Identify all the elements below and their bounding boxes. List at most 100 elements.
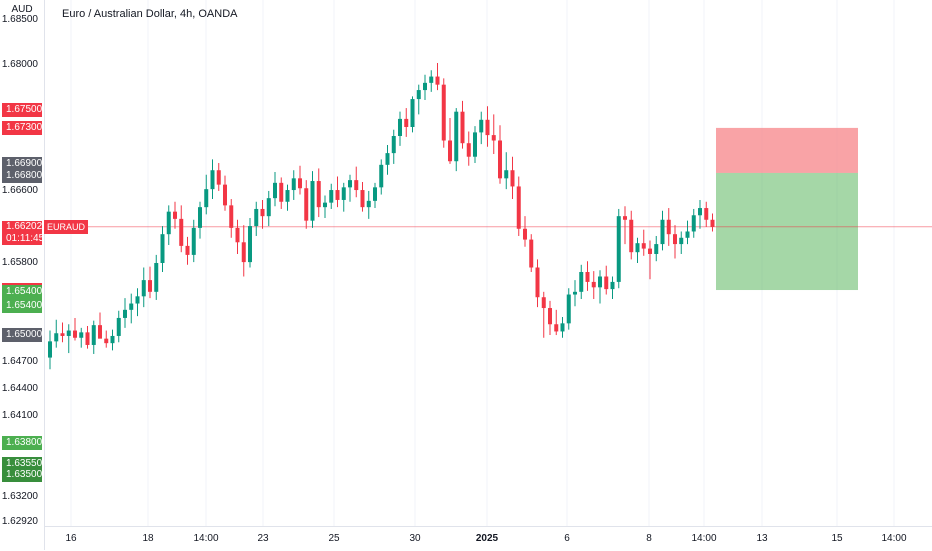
candle-body xyxy=(473,132,477,157)
candle-body xyxy=(460,111,465,144)
candle-body xyxy=(429,76,434,83)
candle-body xyxy=(248,226,252,263)
price-tick: 1.66600 xyxy=(1,184,38,196)
candle-body xyxy=(116,317,121,336)
candle-body xyxy=(648,248,652,254)
candle-body xyxy=(148,280,152,292)
candle-body xyxy=(85,332,90,345)
candle-body xyxy=(566,294,571,324)
time-tick: 15 xyxy=(831,533,843,544)
price-scale[interactable]: AUD 1.68500 1.68000 1.67500 1.66600 1.65800 1… xyxy=(0,0,45,550)
candle-body xyxy=(304,188,309,221)
candle-body xyxy=(391,136,396,154)
candle-body xyxy=(654,244,659,254)
candle-body xyxy=(98,325,102,339)
candle-body xyxy=(329,190,334,203)
price-tick: 1.64700 xyxy=(1,356,38,368)
currency-label: AUD xyxy=(11,4,33,15)
candle-body xyxy=(698,208,702,216)
time-tick: 23 xyxy=(257,533,269,544)
price-label-red: 1.67300 xyxy=(2,120,42,135)
candle-body xyxy=(254,208,259,227)
candle-body xyxy=(410,99,415,127)
candle-body xyxy=(523,228,527,240)
candle-body xyxy=(404,118,409,127)
candle-body xyxy=(204,189,209,208)
candle-body xyxy=(554,324,559,332)
candle-body xyxy=(679,237,684,245)
price-tick: 1.64100 xyxy=(1,410,38,422)
candle-body xyxy=(510,170,515,187)
time-axis[interactable]: 16 18 14:00 23 25 30 2025 6 8 14:00 13 15 14:00 xyxy=(44,526,932,551)
time-tick: 14:00 xyxy=(881,533,907,544)
price-label-gray: 1.66900 xyxy=(2,156,42,171)
candle-body xyxy=(591,281,596,288)
candle-body xyxy=(291,178,296,191)
price-label-green: 1.65400 xyxy=(2,285,42,300)
candle-body xyxy=(166,211,171,235)
candle-body xyxy=(104,338,109,344)
candle-body xyxy=(360,190,365,208)
candle-body xyxy=(366,200,371,208)
candle-body xyxy=(691,215,696,232)
candle-body xyxy=(379,164,384,188)
candle-body xyxy=(704,208,709,220)
candle-body xyxy=(235,227,240,243)
candle-body xyxy=(548,308,552,325)
candle-body xyxy=(641,243,646,249)
candle-body xyxy=(479,119,484,133)
candle-body xyxy=(273,182,277,199)
candle-body xyxy=(529,239,534,268)
symbol-title: Euro / Australian Dollar, 4h, OANDA xyxy=(62,8,238,20)
candle-body xyxy=(223,184,227,206)
candle-body xyxy=(48,341,52,358)
candle-body xyxy=(441,84,446,141)
chart-pane[interactable] xyxy=(44,0,932,526)
candle-body xyxy=(198,207,202,228)
price-label-darkgreen: 1.63500 xyxy=(2,468,42,483)
candle-body xyxy=(160,234,165,263)
candle-body xyxy=(585,272,590,282)
current-price-label: 1.66202 01:11:45 xyxy=(2,220,45,245)
price-tick: 1.63200 xyxy=(1,491,38,503)
candle-body xyxy=(129,303,134,310)
series-tag: EURAUD xyxy=(44,219,89,234)
price-label-red: 1.67500 xyxy=(2,102,42,117)
candle-body xyxy=(123,309,127,318)
candle-body xyxy=(635,243,640,253)
candle-body xyxy=(348,180,352,188)
candle-body xyxy=(498,140,502,179)
stop-loss-zone xyxy=(716,127,858,173)
candle-body xyxy=(666,219,671,235)
candle-body xyxy=(485,119,490,136)
candle-body xyxy=(179,218,184,246)
price-label-darkgreen: 1.63550 xyxy=(2,456,42,471)
candle-body xyxy=(341,187,346,200)
candle-body xyxy=(241,242,246,263)
candle-body xyxy=(541,297,546,309)
candle-body xyxy=(579,272,584,292)
candle-body xyxy=(141,280,146,297)
candle-body xyxy=(173,211,177,219)
candle-body xyxy=(185,245,190,255)
time-tick: 2025 xyxy=(475,533,499,544)
candle-body xyxy=(354,180,359,191)
price-label-green: 1.65400 xyxy=(2,299,42,314)
take-profit-zone xyxy=(716,172,858,291)
candle-body xyxy=(91,325,96,345)
candle-body xyxy=(229,205,234,228)
candle-body xyxy=(323,202,327,208)
candle-body xyxy=(604,276,609,290)
candle-body xyxy=(516,186,521,229)
price-tick: 1.68000 xyxy=(1,58,38,70)
candle-body xyxy=(504,170,509,179)
candle-body xyxy=(491,135,496,141)
candle-body xyxy=(298,178,302,189)
candlestick-chart[interactable] xyxy=(44,0,932,526)
candle-body xyxy=(448,140,452,162)
candle-body xyxy=(310,181,315,221)
bar-countdown: 01:11:45 xyxy=(6,232,45,244)
candle-body xyxy=(616,216,621,282)
candle-body xyxy=(60,333,65,336)
candle-body xyxy=(454,111,459,162)
